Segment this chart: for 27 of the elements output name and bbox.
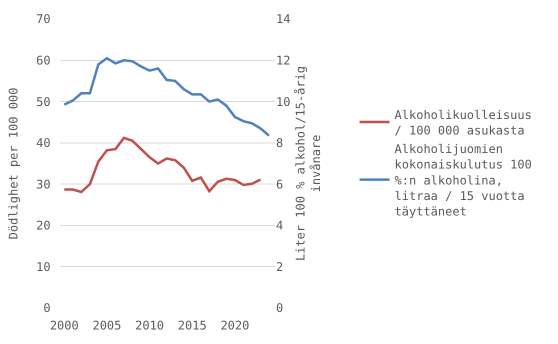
x-tick-label: 2010 xyxy=(135,318,164,332)
y-tick-label: 20 xyxy=(36,218,51,233)
x-tick-label: 2020 xyxy=(220,318,250,332)
y2-tick-label: 10 xyxy=(276,94,290,109)
y2-tick-label: 12 xyxy=(276,53,290,68)
y-tick-label: 30 xyxy=(36,177,51,192)
x-tick-label: 2005 xyxy=(92,318,122,332)
line-series xyxy=(63,56,270,137)
y-tick-label: 70 xyxy=(36,12,51,26)
y2-tick-label: 8 xyxy=(276,136,284,150)
y2-tick-label: 6 xyxy=(276,177,284,192)
legend-label: Alkoholikuolleisuus / 100 000 asukasta xyxy=(394,108,532,138)
y2-tick-label: 14 xyxy=(276,12,290,26)
y2-axis-title: Liter 100 % alkohol/15-årig invånare xyxy=(293,66,323,262)
y-tick-label: 40 xyxy=(36,136,51,150)
y2-tick-label: 2 xyxy=(276,260,284,274)
y-axis-title: Dödlighet per 100 000 xyxy=(6,88,20,240)
y-tick-label: 60 xyxy=(36,53,51,68)
y2-tick-label: 0 xyxy=(276,301,284,316)
legend-label: Alkoholijuomien kokonaiskulutus 100 %:n alkoholina, litraa / 15 vuotta täyttäneet xyxy=(394,142,532,218)
y-tick-label: 0 xyxy=(43,301,51,316)
line-series xyxy=(63,136,262,194)
y-tick-label: 10 xyxy=(36,260,51,274)
y2-tick-label: 4 xyxy=(276,218,284,233)
x-tick-label: 2015 xyxy=(178,318,207,332)
y-tick-label: 50 xyxy=(36,94,51,109)
x-tick-label: 2000 xyxy=(50,318,79,332)
